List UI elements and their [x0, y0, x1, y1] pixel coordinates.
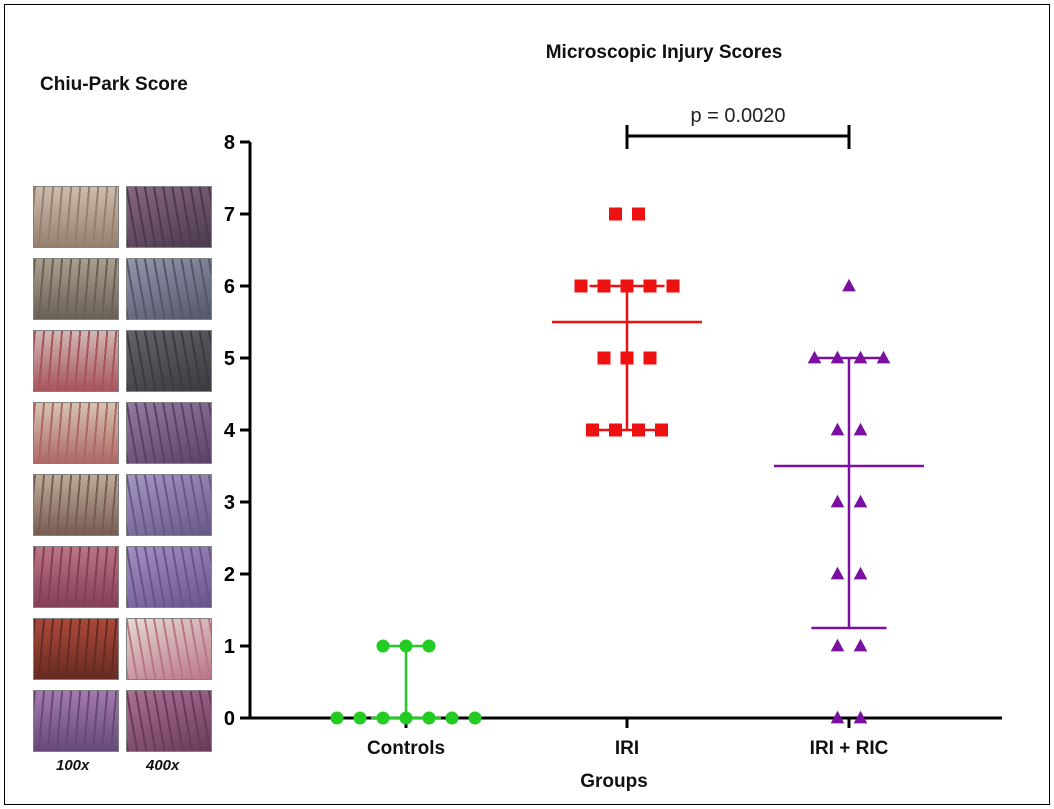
y-tick-label: 1 — [224, 636, 235, 658]
data-point — [830, 494, 845, 508]
data-point — [842, 278, 856, 292]
y-tick-label: 4 — [224, 420, 236, 442]
micrograph-score-0-100x — [33, 690, 119, 752]
data-point — [655, 423, 668, 437]
data-point — [609, 207, 622, 221]
data-point — [853, 350, 868, 364]
data-point — [853, 566, 868, 580]
micrograph-score-6-400x — [126, 258, 212, 320]
micrograph-score-7-400x — [126, 186, 212, 248]
p-value-label: p = 0.0020 — [690, 105, 785, 127]
data-point — [376, 711, 390, 725]
data-point — [620, 351, 634, 365]
data-point — [853, 710, 868, 724]
y-tick-label: 0 — [224, 708, 235, 730]
data-point — [643, 279, 657, 293]
chart-title: Microscopic Injury Scores — [546, 42, 783, 63]
micrograph-score-0-400x — [126, 690, 212, 752]
data-point — [853, 422, 868, 436]
x-tick-label: Controls — [367, 738, 445, 759]
y-tick-label: 2 — [224, 564, 235, 586]
data-point — [876, 350, 891, 364]
data-point — [807, 350, 822, 364]
micrograph-score-4-400x — [126, 402, 212, 464]
data-point — [609, 423, 622, 437]
data-point — [422, 711, 436, 725]
data-point — [830, 422, 845, 436]
micrograph-score-4-100x — [33, 402, 119, 464]
data-point — [597, 351, 611, 365]
data-point — [830, 710, 845, 724]
micrograph-score-5-100x — [33, 330, 119, 392]
data-point — [574, 279, 588, 293]
data-point — [353, 711, 367, 725]
y-tick-label: 5 — [224, 348, 235, 370]
data-point — [597, 279, 611, 293]
data-point — [586, 423, 599, 437]
micrograph-score-5-400x — [126, 330, 212, 392]
micrograph-score-7-100x — [33, 186, 119, 248]
micrograph-score-3-400x — [126, 474, 212, 536]
x-tick-label: IRI — [615, 738, 639, 759]
data-point — [830, 638, 845, 652]
micrograph-score-2-100x — [33, 546, 119, 608]
data-point — [399, 711, 413, 725]
data-point — [399, 639, 413, 653]
x-tick-label: IRI + RIC — [810, 738, 889, 759]
data-point — [468, 711, 482, 725]
y-tick-label: 8 — [224, 132, 235, 154]
micrograph-score-1-100x — [33, 618, 119, 680]
data-point — [853, 638, 868, 652]
data-point — [422, 639, 436, 653]
micrograph-score-3-100x — [33, 474, 119, 536]
y-tick-label: 6 — [224, 276, 235, 298]
data-point — [830, 350, 845, 364]
data-point — [330, 711, 344, 725]
micrograph-score-1-400x — [126, 618, 212, 680]
data-point — [632, 207, 645, 221]
micrograph-score-2-400x — [126, 546, 212, 608]
data-point — [632, 423, 645, 437]
y-tick-label: 3 — [224, 492, 235, 514]
x-axis-title: Groups — [580, 771, 648, 792]
data-point — [830, 566, 845, 580]
y-tick-label: 7 — [224, 204, 235, 226]
micrograph-score-6-100x — [33, 258, 119, 320]
data-point — [853, 494, 868, 508]
data-point — [620, 279, 634, 293]
magnification-label-400x: 400x — [146, 757, 180, 774]
data-point — [445, 711, 459, 725]
data-point — [666, 279, 680, 293]
data-point — [376, 639, 390, 653]
panel-title: Chiu-Park Score — [40, 74, 188, 95]
data-point — [643, 351, 657, 365]
magnification-label-100x: 100x — [56, 757, 90, 774]
